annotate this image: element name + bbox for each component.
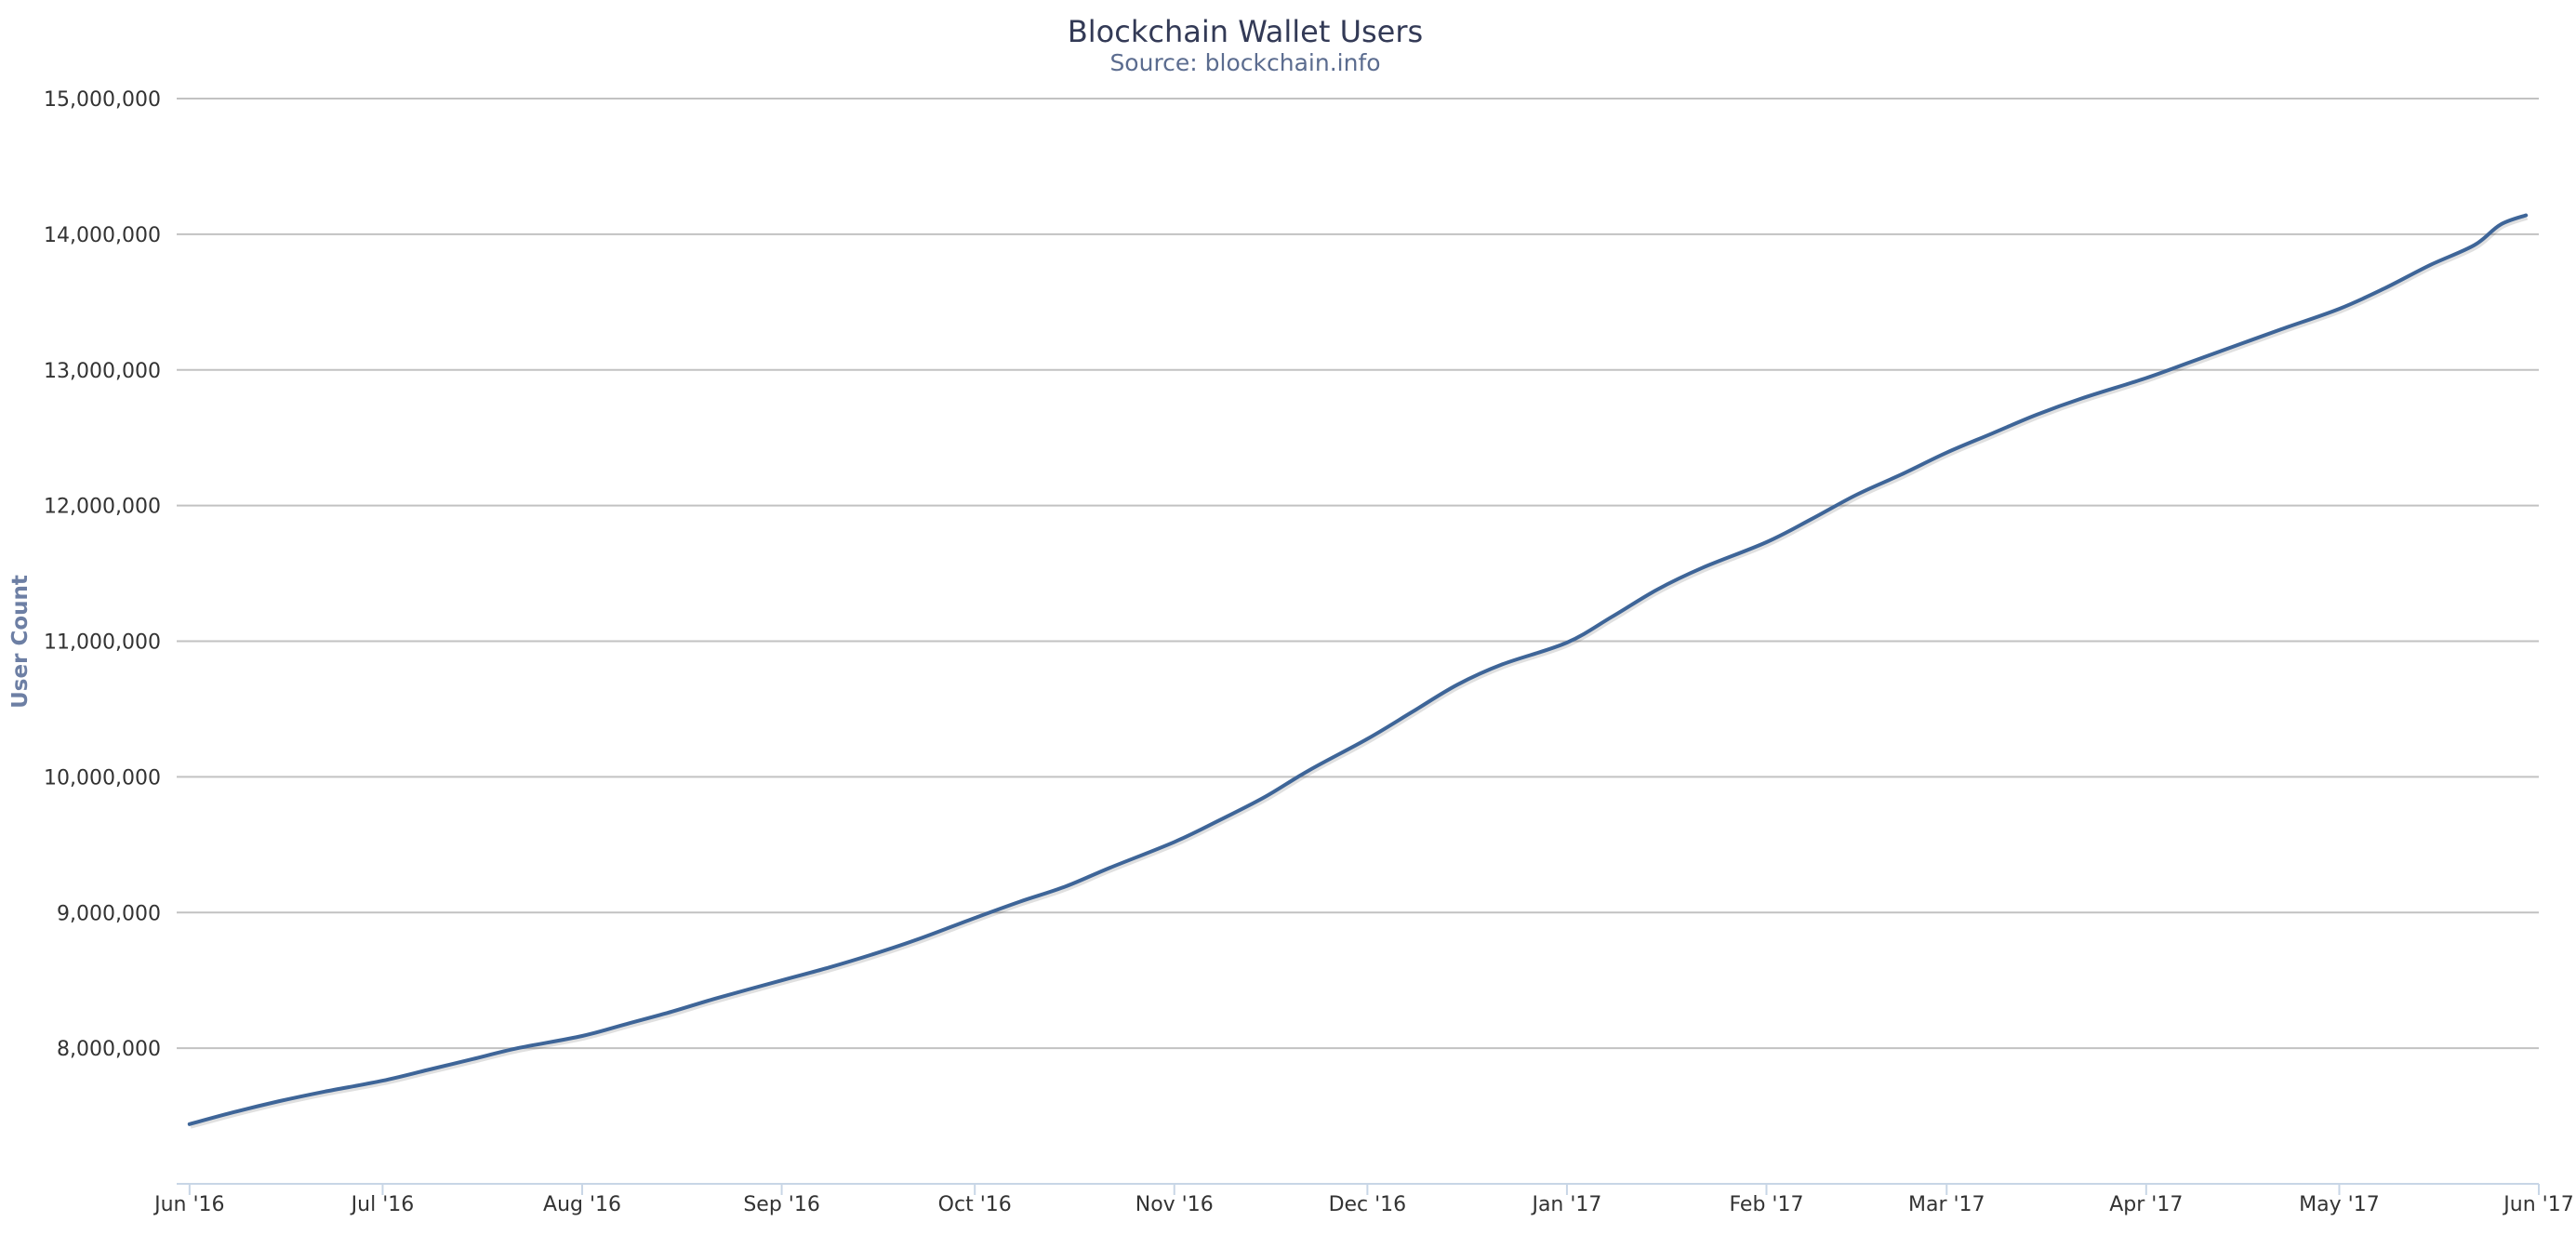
x-tick-label: May '17 (2299, 1193, 2380, 1216)
y-tick-label: 8,000,000 (57, 1038, 161, 1061)
x-tick-label: Dec '16 (1329, 1193, 1407, 1216)
chart-subtitle: Source: blockchain.info (1109, 49, 1380, 76)
x-tick-label: Jul '16 (350, 1193, 415, 1216)
x-tick-label: Jun '17 (2502, 1193, 2573, 1216)
y-tick-label: 12,000,000 (44, 496, 161, 519)
y-tick-label: 9,000,000 (57, 902, 161, 925)
series-layer (187, 213, 2529, 1129)
chart-title: Blockchain Wallet Users (1068, 14, 1423, 49)
x-axis-ticks (188, 1184, 2540, 1195)
gridlines (177, 98, 2539, 1050)
x-axis-labels: Jun '16 Jul '16 Aug '16 Sep '16 Oct '16 Nov '… (153, 1193, 2574, 1216)
y-tick-label: 11,000,000 (44, 631, 161, 655)
x-tick-label: Feb '17 (1729, 1193, 1803, 1216)
series-line-shadow (190, 214, 2529, 1129)
x-tick-label: Apr '17 (2109, 1193, 2183, 1216)
x-tick-label: Jan '17 (1530, 1193, 1601, 1216)
y-tick-label: 15,000,000 (44, 88, 161, 112)
y-tick-label: 10,000,000 (44, 766, 161, 790)
x-tick-label: Oct '16 (938, 1193, 1012, 1216)
x-tick-label: Nov '16 (1135, 1193, 1214, 1216)
y-axis-title: User Count (8, 575, 33, 709)
y-tick-label: 14,000,000 (44, 224, 161, 247)
x-tick-label: Sep '16 (743, 1193, 820, 1216)
x-tick-label: Mar '17 (1908, 1193, 1985, 1216)
y-tick-label: 13,000,000 (44, 360, 161, 383)
x-tick-label: Aug '16 (543, 1193, 621, 1216)
y-axis-labels: 8,000,000 9,000,000 10,000,000 11,000,000 12… (44, 88, 161, 1061)
x-tick-label: Jun '16 (153, 1193, 224, 1216)
series-line (187, 213, 2529, 1126)
